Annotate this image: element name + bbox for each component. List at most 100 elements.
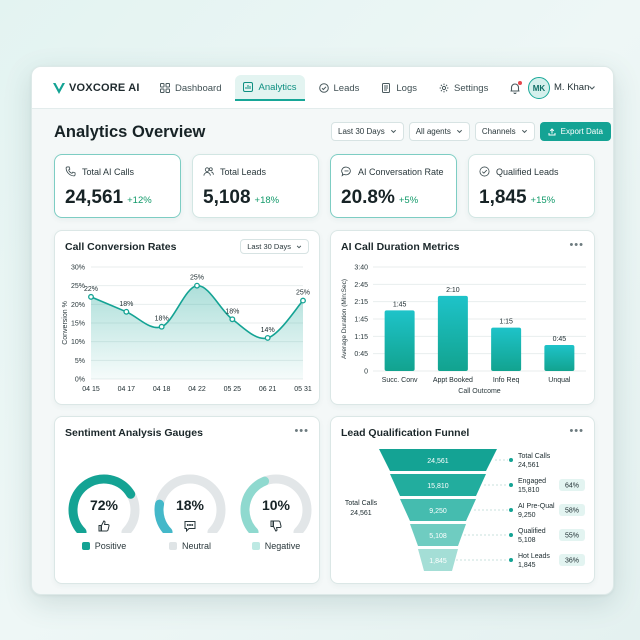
bell-icon [510,83,520,95]
kpi-delta: +18% [254,195,280,206]
users-icon [203,167,214,176]
bar[interactable] [437,295,468,371]
data-point[interactable] [264,334,271,341]
brand[interactable]: VOXCORE AI [52,81,140,95]
kpi-card-total-leads[interactable]: Total Leads 5,108 +18% [192,154,319,218]
nav-tab-dashboard[interactable]: Dashboard [152,75,229,101]
kpi-card-conversation-rate[interactable]: AI Conversation Rate 20.8% +5% [330,154,457,218]
funnel-left-label: Total Calls [345,500,378,507]
panel-title: Call Conversion Rates [65,241,177,253]
check-circle-icon [318,83,329,93]
filter-label: All agents [415,127,451,136]
kpi-card-qualified-leads[interactable]: Qualified Leads 1,845 +15% [468,154,595,218]
kpi-card-total-calls[interactable]: Total AI Calls 24,561 +12% [54,154,181,218]
funnel-stage[interactable] [410,524,466,546]
panel-title: AI Call Duration Metrics [341,241,460,253]
avatar[interactable]: MK [528,77,550,99]
gauge-fill [154,499,173,533]
funnel-stage[interactable] [400,499,476,521]
y-tick-label: 1:15 [354,334,368,341]
thumbs-up-icon [98,520,110,532]
top-nav: VOXCORE AI Dashboard Analytics Leads Log… [32,67,613,109]
gauge-legend: Positive [67,541,141,551]
agents-filter[interactable]: All agents [408,122,470,141]
funnel-pct-label: 36% [565,558,579,565]
bar[interactable] [544,345,575,371]
data-label: 18% [119,301,133,308]
lead-funnel-panel: Lead Qualification Funnel ••• Total Call… [330,416,595,584]
bar[interactable] [491,327,522,371]
funnel-stage[interactable] [418,549,458,571]
x-tick-label: 04 17 [118,386,136,393]
funnel-stage-label: Qualified [518,528,546,535]
kpi-label: Total AI Calls [82,166,135,177]
nav-tab-settings[interactable]: Settings [431,75,496,101]
kpi-number: 24,561 [65,187,124,208]
gauge-legend: Negative [239,541,313,551]
funnel-stage[interactable] [390,474,486,496]
notification-dot [518,81,522,85]
funnel-dot [509,483,513,487]
nav-tab-logs[interactable]: Logs [373,75,425,101]
channels-filter[interactable]: Channels [474,122,535,141]
funnel-stage-count: 15,810 [518,487,540,494]
bar[interactable] [384,310,415,371]
analytics-window: VOXCORE AI Dashboard Analytics Leads Log… [31,66,614,595]
panel-title: Sentiment Analysis Gauges [65,427,203,439]
data-point[interactable] [158,323,165,330]
funnel-dot [509,558,513,562]
data-label: 18% [225,308,239,315]
date-range-filter[interactable]: Last 30 Days [331,122,404,141]
gauge-percent: 72% [89,497,119,513]
chevron-down-icon [456,129,462,134]
chevron-down-icon[interactable] [588,84,596,92]
nav-tab-leads[interactable]: Leads [311,75,368,101]
gear-icon [439,83,449,93]
chat-icon [341,166,351,177]
data-point[interactable] [300,297,306,304]
kpi-head: AI Conversation Rate [341,166,444,177]
more-options-button[interactable]: ••• [294,425,309,437]
gauge-positive: 72% Positive [67,473,141,563]
export-label: Export Data [560,127,603,136]
x-tick-label: 05 25 [224,386,242,393]
x-tick-label: 04 15 [82,386,100,393]
funnel-stage-value: 24,561 [427,458,449,465]
more-options-button[interactable]: ••• [569,425,584,437]
export-data-button[interactable]: Export Data [539,122,611,141]
filter-label: Last 30 Days [338,127,385,136]
notifications-button[interactable] [508,81,522,95]
data-point[interactable] [229,316,236,323]
chevron-down-icon [296,245,302,248]
kpi-value: 24,561 +12% [65,187,152,209]
funnel-dot [509,533,513,537]
range-label: Last 30 Days [247,242,291,251]
x-tick-label: 05 31 [294,386,312,393]
kpi-value: 1,845 +15% [479,187,555,209]
legend-swatch [251,542,260,550]
x-tick-label: Appt Booked [433,377,473,384]
funnel-stage[interactable] [379,449,497,471]
data-point[interactable] [88,293,94,300]
data-label: 14% [261,327,275,334]
bar-value-label: 2:10 [446,287,460,294]
funnel-stage-count: 24,561 [518,462,540,469]
conversion-range-select[interactable]: Last 30 Days [240,239,309,254]
data-point[interactable] [123,308,130,315]
x-tick-label: 04 18 [153,386,171,393]
kpi-head: Total Leads [203,166,266,177]
kpi-number: 1,845 [479,187,527,208]
more-options-button[interactable]: ••• [569,239,584,251]
gauge-arc [240,474,312,533]
gauge-percent: 10% [261,497,291,513]
legend-swatch [81,542,90,550]
gauge-legend: Neutral [153,541,227,551]
x-axis-label: Call Outcome [458,388,501,395]
legend-swatch [168,542,177,550]
gauge-fill [68,474,136,533]
funnel-pct-badge [559,554,585,566]
x-tick-label: 06 21 [259,386,277,393]
data-point[interactable] [194,282,200,289]
user-name[interactable]: M. Khan [554,82,590,93]
nav-tab-analytics[interactable]: Analytics [235,75,305,101]
